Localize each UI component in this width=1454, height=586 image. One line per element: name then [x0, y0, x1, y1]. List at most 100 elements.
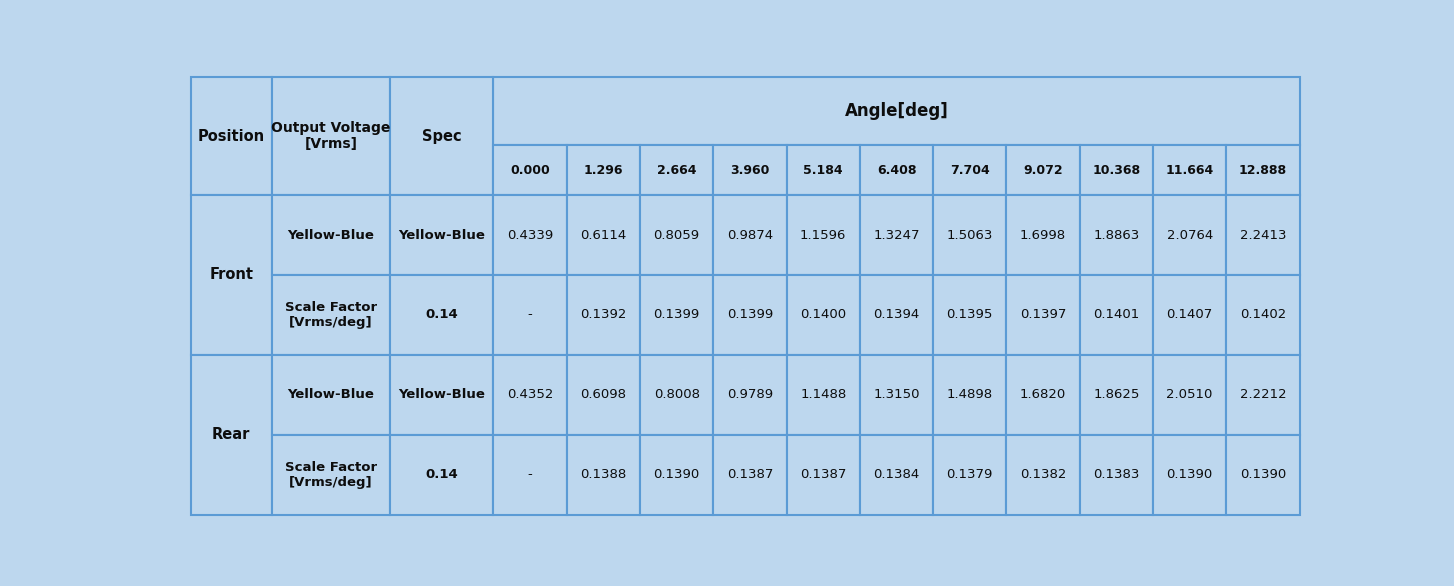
Bar	[567, 275, 640, 355]
Text: 0.1407: 0.1407	[1166, 308, 1213, 321]
Text: Scale Factor
[Vrms/deg]: Scale Factor [Vrms/deg]	[285, 301, 377, 329]
Bar	[1006, 275, 1080, 355]
Text: 0.1397: 0.1397	[1019, 308, 1066, 321]
Bar	[1226, 145, 1300, 195]
Bar	[1153, 195, 1226, 275]
Text: 0.1387: 0.1387	[800, 468, 846, 481]
Bar	[640, 275, 714, 355]
Bar	[714, 275, 787, 355]
Text: Front: Front	[209, 267, 253, 282]
Bar	[390, 195, 493, 275]
Text: Yellow-Blue: Yellow-Blue	[398, 388, 486, 401]
Text: 1.8625: 1.8625	[1093, 388, 1140, 401]
Text: 0.1399: 0.1399	[653, 308, 699, 321]
Text: 1.8863: 1.8863	[1093, 229, 1140, 241]
Bar	[390, 355, 493, 435]
Text: 1.6820: 1.6820	[1019, 388, 1066, 401]
Bar	[1080, 145, 1153, 195]
Bar	[859, 275, 933, 355]
Bar	[1226, 195, 1300, 275]
Bar	[190, 355, 272, 515]
Bar	[859, 195, 933, 275]
Bar	[567, 435, 640, 515]
Text: 0.9789: 0.9789	[727, 388, 774, 401]
Bar	[640, 435, 714, 515]
Text: 3.960: 3.960	[730, 163, 769, 176]
Bar	[640, 355, 714, 435]
Bar	[272, 77, 390, 195]
Text: -: -	[528, 468, 532, 481]
Text: 1.296: 1.296	[583, 163, 624, 176]
Text: 0.1394: 0.1394	[874, 308, 919, 321]
Text: 0.1390: 0.1390	[1166, 468, 1213, 481]
Bar	[1006, 355, 1080, 435]
Text: Yellow-Blue: Yellow-Blue	[288, 229, 375, 241]
Bar	[859, 145, 933, 195]
Bar	[933, 195, 1006, 275]
Text: 0.8059: 0.8059	[654, 229, 699, 241]
Bar	[1080, 435, 1153, 515]
Bar	[714, 195, 787, 275]
Bar	[1153, 435, 1226, 515]
Text: 7.704: 7.704	[949, 163, 990, 176]
Bar	[714, 145, 787, 195]
Bar	[787, 195, 859, 275]
Text: Angle[deg]: Angle[deg]	[845, 102, 948, 120]
Bar	[493, 355, 567, 435]
Bar	[640, 195, 714, 275]
Text: Rear: Rear	[212, 427, 250, 442]
Bar	[933, 145, 1006, 195]
Text: 1.4898: 1.4898	[947, 388, 993, 401]
Text: 2.664: 2.664	[657, 163, 696, 176]
Text: 0.8008: 0.8008	[654, 388, 699, 401]
Bar	[190, 195, 272, 355]
Bar	[272, 355, 390, 435]
Bar	[1153, 275, 1226, 355]
Text: 10.368: 10.368	[1092, 163, 1140, 176]
Bar	[1006, 145, 1080, 195]
Text: Output Voltage
[Vrms]: Output Voltage [Vrms]	[272, 121, 391, 151]
Bar	[390, 275, 493, 355]
Bar	[1153, 145, 1226, 195]
Text: 1.3247: 1.3247	[874, 229, 920, 241]
Text: Spec: Spec	[422, 129, 462, 144]
Bar	[933, 275, 1006, 355]
Bar	[493, 275, 567, 355]
Text: 1.1488: 1.1488	[800, 388, 846, 401]
Bar	[787, 355, 859, 435]
Bar	[859, 355, 933, 435]
Text: 1.5063: 1.5063	[947, 229, 993, 241]
Text: 0.6098: 0.6098	[580, 388, 627, 401]
Bar	[1006, 195, 1080, 275]
Text: Yellow-Blue: Yellow-Blue	[288, 388, 375, 401]
Text: 0.000: 0.000	[510, 163, 550, 176]
Text: 1.3150: 1.3150	[874, 388, 920, 401]
Bar	[787, 435, 859, 515]
Text: 0.1384: 0.1384	[874, 468, 919, 481]
Text: 2.0764: 2.0764	[1166, 229, 1213, 241]
Bar	[1006, 435, 1080, 515]
Bar	[787, 275, 859, 355]
Bar	[493, 77, 1300, 145]
Bar	[1226, 355, 1300, 435]
Bar	[390, 77, 493, 195]
Text: Yellow-Blue: Yellow-Blue	[398, 229, 486, 241]
Text: 9.072: 9.072	[1024, 163, 1063, 176]
Bar	[190, 77, 272, 195]
Text: 0.1379: 0.1379	[947, 468, 993, 481]
Bar	[272, 275, 390, 355]
Bar	[787, 145, 859, 195]
Bar	[493, 145, 567, 195]
Text: 0.14: 0.14	[426, 308, 458, 321]
Bar	[272, 195, 390, 275]
Text: 0.6114: 0.6114	[580, 229, 627, 241]
Bar	[859, 435, 933, 515]
Bar	[640, 145, 714, 195]
Text: 2.2413: 2.2413	[1240, 229, 1287, 241]
Bar	[714, 355, 787, 435]
Text: 0.1401: 0.1401	[1093, 308, 1140, 321]
Bar	[714, 435, 787, 515]
Text: 0.1390: 0.1390	[653, 468, 699, 481]
Text: 0.1390: 0.1390	[1240, 468, 1287, 481]
Bar	[933, 435, 1006, 515]
